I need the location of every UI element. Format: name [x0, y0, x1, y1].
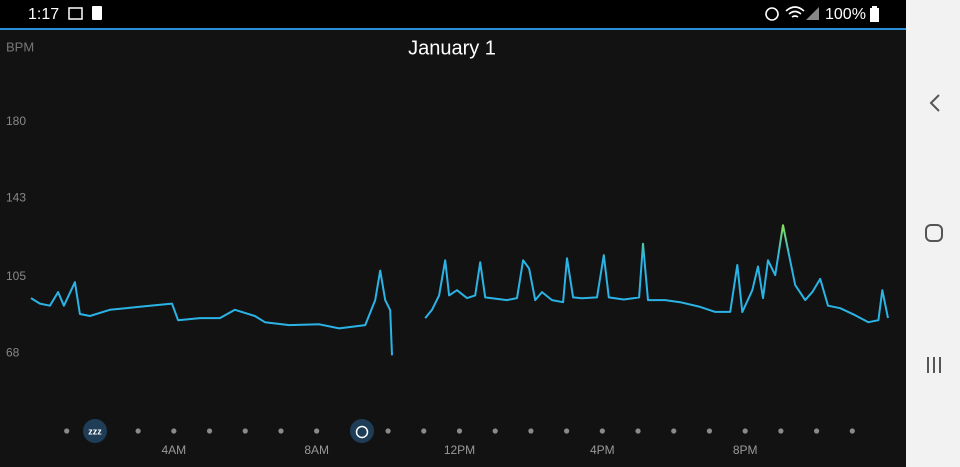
gallery-icon — [68, 7, 83, 20]
hour-dot — [706, 428, 713, 434]
hour-dot — [671, 428, 677, 434]
x-tick-label: 4PM — [590, 443, 615, 457]
hour-dot — [635, 428, 641, 434]
status-time: 1:17 — [28, 6, 59, 23]
x-tick-label: 8PM — [733, 443, 758, 457]
battery-tip — [872, 6, 877, 8]
hour-dot — [242, 428, 248, 434]
notification-icon — [92, 6, 102, 20]
hour-dot — [778, 428, 784, 434]
hour-dot — [314, 428, 320, 434]
status-divider — [0, 28, 906, 30]
heart-rate-line — [30, 224, 889, 356]
home-button[interactable] — [925, 224, 943, 242]
nav-bar — [906, 0, 960, 467]
y-tick-label: 68 — [6, 345, 20, 359]
chart-title: January 1 — [408, 37, 496, 59]
battery-icon — [870, 8, 879, 22]
hour-dot — [64, 428, 70, 434]
hour-dot — [813, 428, 820, 434]
hour-dot — [385, 428, 391, 434]
y-tick-label: 143 — [6, 191, 26, 205]
chart-background — [0, 0, 906, 467]
status-bar — [0, 0, 906, 28]
wifi-icon — [785, 6, 805, 18]
hour-dot — [492, 428, 498, 434]
hour-dot — [171, 428, 177, 434]
hour-dot — [564, 428, 570, 434]
hour-dot — [278, 428, 284, 434]
y-axis-label: BPM — [6, 39, 34, 54]
alarm-icon-glyph — [355, 425, 369, 439]
hour-dot — [599, 428, 605, 434]
y-tick-label: 180 — [6, 114, 26, 128]
recents-button[interactable] — [927, 357, 941, 373]
hour-dot — [528, 428, 534, 434]
hour-dot — [456, 428, 463, 434]
sleep-icon-glyph: zzz — [88, 426, 102, 436]
hour-dot — [849, 428, 855, 434]
alarm-status-icon — [765, 7, 779, 21]
hour-dot — [135, 428, 141, 434]
y-tick-label: 105 — [6, 269, 26, 283]
x-tick-label: 8AM — [304, 443, 329, 457]
hour-dot — [206, 428, 213, 434]
x-tick-label: 4AM — [161, 443, 186, 457]
x-tick-label: 12PM — [444, 443, 475, 457]
back-button[interactable] — [929, 94, 940, 112]
signal-icon — [806, 7, 819, 20]
hour-dot — [742, 428, 748, 434]
alarm-icon — [350, 419, 374, 443]
sleep-icon — [83, 419, 107, 443]
battery-text: 100% — [825, 6, 866, 23]
hour-dot — [421, 428, 427, 434]
